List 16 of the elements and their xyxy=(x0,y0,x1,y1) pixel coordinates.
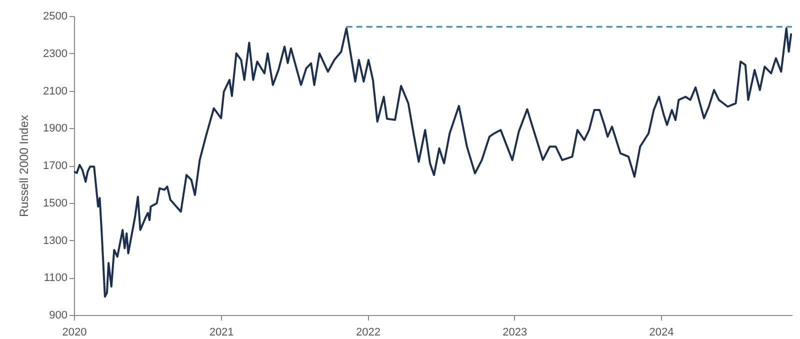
x-tick-label: 2021 xyxy=(209,326,234,338)
y-tick-label: 1300 xyxy=(43,234,68,247)
x-tick-label: 2024 xyxy=(649,326,674,338)
y-tick-label: 2500 xyxy=(43,10,68,22)
x-tick-label: 2022 xyxy=(356,326,380,338)
y-tick-label: 900 xyxy=(49,310,68,322)
y-tick-label: 1500 xyxy=(43,197,68,210)
line-series xyxy=(74,27,792,298)
y-tick-label: 2100 xyxy=(43,85,68,98)
y-axis-title: Russell 2000 Index xyxy=(17,114,32,218)
y-tick-label: 1900 xyxy=(43,122,68,135)
x-tick-label: 2023 xyxy=(502,326,528,338)
y-tick-label: 1700 xyxy=(43,160,68,172)
y-tick-label: 1100 xyxy=(44,272,68,284)
x-tick-label: 2020 xyxy=(62,326,87,338)
y-tick-label: 2300 xyxy=(43,48,68,60)
